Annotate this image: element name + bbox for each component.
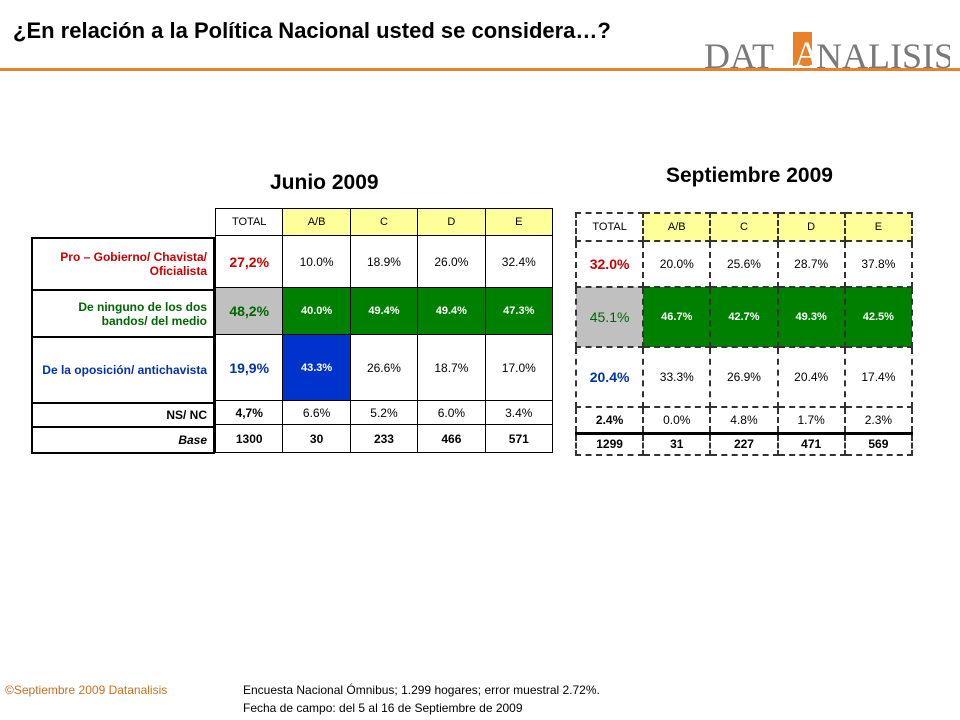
cell: 43.3% xyxy=(282,334,351,401)
cell: 49.3% xyxy=(776,286,846,348)
table-row: 1299 31 227 471 569 xyxy=(574,432,914,456)
cell-total: 27,2% xyxy=(214,235,284,288)
cell: 18.7% xyxy=(417,334,486,401)
svg-text:NALISIS: NALISIS xyxy=(816,36,950,74)
table-row: 19,9% 43.3% 26.6% 18.7% 17.0% xyxy=(214,334,554,401)
june-period-title: Junio 2009 xyxy=(270,171,379,194)
header-ab: A/B xyxy=(282,208,351,236)
cell: 17.0% xyxy=(484,334,554,401)
footer-copyright: ©Septiembre 2009 Datanalisis xyxy=(5,683,168,697)
cell-total: 45.1% xyxy=(574,286,645,348)
table-row: 1300 30 233 466 571 xyxy=(214,424,554,453)
table-row: 32.0% 20.0% 25.6% 28.7% 37.8% xyxy=(574,240,914,288)
table-header-row: TOTAL A/B C D E xyxy=(574,212,914,242)
footer-survey: Encuesta Nacional Ómnibus; 1.299 hogares… xyxy=(243,683,600,697)
cell: 32.4% xyxy=(484,235,554,288)
svg-text:A: A xyxy=(794,34,820,74)
cell: 26.0% xyxy=(417,235,486,288)
september-period-title: Septiembre 2009 xyxy=(666,164,833,187)
cell: 28.7% xyxy=(776,240,846,288)
table-row: 27,2% 10.0% 18.9% 26.0% 32.4% xyxy=(214,235,554,288)
cell-total: 32.0% xyxy=(574,240,645,288)
cell: 49.4% xyxy=(349,287,419,335)
cell-total: 4,7% xyxy=(214,400,284,425)
cell-total: 20.4% xyxy=(574,346,645,408)
cell-total: 1300 xyxy=(214,424,284,453)
cell: 47.3% xyxy=(484,287,554,335)
cell-total: 1299 xyxy=(574,432,645,456)
table-row: 48,2% 40.0% 49.4% 49.4% 47.3% xyxy=(214,287,554,335)
row-label-pro-gobierno: Pro – Gobierno/ Chavista/ Oficialista xyxy=(31,237,215,289)
header-c: C xyxy=(709,212,779,242)
footer-notes: Encuesta Nacional Ómnibus; 1.299 hogares… xyxy=(243,681,600,717)
table-row: 2.4% 0.0% 4.8% 1.7% 2.3% xyxy=(574,406,914,434)
cell: 569 xyxy=(843,432,914,456)
row-label-ns-nc: NS/ NC xyxy=(31,402,215,426)
svg-text:DAT: DAT xyxy=(704,36,774,74)
cell: 5.2% xyxy=(349,400,419,425)
cell: 1.7% xyxy=(776,406,846,434)
cell: 6.0% xyxy=(417,400,486,425)
page-title: ¿En relación a la Política Nacional uste… xyxy=(13,18,611,43)
cell: 30 xyxy=(282,424,351,453)
june-table: TOTAL A/B C D E 27,2% 10.0% 18.9% 26.0% … xyxy=(214,208,554,453)
cell-total: 19,9% xyxy=(214,334,284,401)
cell: 42.7% xyxy=(709,286,779,348)
header-total: TOTAL xyxy=(574,212,645,242)
cell: 31 xyxy=(642,432,712,456)
cell-total: 2.4% xyxy=(574,406,645,434)
table-row: 4,7% 6.6% 5.2% 6.0% 3.4% xyxy=(214,400,554,425)
cell: 25.6% xyxy=(709,240,779,288)
table-row: 20.4% 33.3% 26.9% 20.4% 17.4% xyxy=(574,346,914,408)
header-ab: A/B xyxy=(642,212,712,242)
cell: 4.8% xyxy=(709,406,779,434)
row-labels: Pro – Gobierno/ Chavista/ Oficialista De… xyxy=(31,237,215,454)
title-underline xyxy=(0,68,960,71)
table-row: 45.1% 46.7% 42.7% 49.3% 42.5% xyxy=(574,286,914,348)
cell: 26.9% xyxy=(709,346,779,408)
cell: 37.8% xyxy=(843,240,914,288)
september-table: TOTAL A/B C D E 32.0% 20.0% 25.6% 28.7% … xyxy=(574,212,914,456)
row-label-base: Base xyxy=(31,426,215,454)
cell: 571 xyxy=(484,424,554,453)
cell: 33.3% xyxy=(642,346,712,408)
cell: 49.4% xyxy=(417,287,486,335)
header-e: E xyxy=(484,208,554,236)
row-label-oposicion: De la oposición/ antichavista xyxy=(31,336,215,402)
cell: 10.0% xyxy=(282,235,351,288)
datanalisis-logo: DAT A NALISIS xyxy=(704,32,950,74)
header-c: C xyxy=(349,208,419,236)
cell: 42.5% xyxy=(843,286,914,348)
cell: 2.3% xyxy=(843,406,914,434)
cell: 466 xyxy=(417,424,486,453)
header-d: D xyxy=(417,208,486,236)
header-e: E xyxy=(843,212,914,242)
row-label-ninguno: De ninguno de los dos bandos/ del medio xyxy=(31,289,215,336)
cell: 471 xyxy=(776,432,846,456)
cell: 233 xyxy=(349,424,419,453)
cell: 3.4% xyxy=(484,400,554,425)
cell: 0.0% xyxy=(642,406,712,434)
cell: 6.6% xyxy=(282,400,351,425)
cell: 18.9% xyxy=(349,235,419,288)
cell: 20.0% xyxy=(642,240,712,288)
header-total: TOTAL xyxy=(214,208,284,236)
footer-fieldwork: Fecha de campo: del 5 al 16 de Septiembr… xyxy=(243,701,523,715)
cell: 40.0% xyxy=(282,287,351,335)
header-d: D xyxy=(776,212,846,242)
cell: 26.6% xyxy=(349,334,419,401)
cell: 46.7% xyxy=(642,286,712,348)
cell: 17.4% xyxy=(843,346,914,408)
cell: 227 xyxy=(709,432,779,456)
cell-total: 48,2% xyxy=(214,287,284,335)
cell: 20.4% xyxy=(776,346,846,408)
